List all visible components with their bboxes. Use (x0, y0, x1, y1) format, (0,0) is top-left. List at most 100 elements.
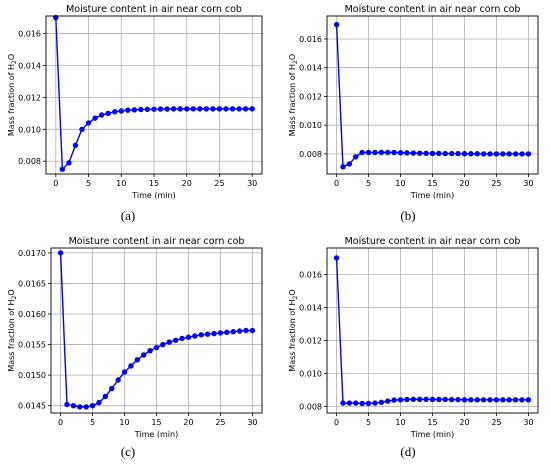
data-point (461, 151, 468, 157)
data-point (190, 106, 196, 112)
x-tick-label: 15 (427, 418, 437, 427)
data-point (423, 150, 429, 157)
y-axis-label-end: O (288, 289, 297, 295)
data-point (519, 397, 525, 403)
data-point (92, 115, 98, 121)
panel-caption: (a) (121, 208, 135, 223)
y-tick-label: 0.008 (18, 157, 41, 166)
y-axis-label-main: Mass fraction of H (288, 64, 297, 136)
data-point (151, 106, 157, 112)
y-tick-label: 0.0145 (18, 402, 46, 411)
panel-caption: (b) (400, 208, 415, 223)
data-point (164, 106, 170, 112)
x-tick-label: 0 (334, 179, 339, 188)
data-point (184, 106, 190, 112)
data-point (455, 150, 461, 157)
data-point (506, 151, 512, 157)
data-point (203, 106, 210, 112)
y-axis-label: Mass fraction of H2O (288, 289, 299, 371)
data-point (333, 255, 340, 261)
x-tick-label: 5 (366, 179, 371, 188)
data-point (436, 150, 442, 157)
data-point (468, 151, 474, 157)
data-point (249, 327, 256, 334)
y-axis-label-subscript: 2 (11, 295, 18, 299)
data-point (85, 120, 92, 126)
data-point (112, 109, 118, 115)
y-tick-label: 0.0170 (18, 249, 46, 258)
data-point (353, 400, 359, 406)
chart-title: Moisture content in air near corn cob (345, 236, 521, 247)
data-point (333, 21, 340, 28)
x-tick-label: 15 (427, 179, 437, 188)
data-point (197, 106, 203, 112)
y-tick-label: 0.012 (18, 93, 41, 102)
x-tick-label: 0 (334, 418, 339, 427)
y-tick-label: 0.010 (299, 369, 322, 378)
data-point (487, 151, 493, 157)
y-tick-label: 0.016 (299, 270, 322, 279)
x-tick-label: 5 (90, 418, 95, 427)
x-tick-label: 5 (86, 179, 91, 188)
y-axis-label-end: O (7, 289, 16, 295)
data-point (372, 149, 378, 156)
x-tick-label: 25 (491, 418, 501, 427)
y-axis-label-subscript: 2 (11, 60, 18, 64)
data-point (391, 149, 397, 156)
data-point (353, 154, 359, 160)
data-point (89, 402, 96, 409)
data-point (79, 126, 85, 133)
data-point (359, 400, 365, 407)
data-point (170, 106, 177, 112)
data-point (378, 149, 385, 156)
data-point (448, 396, 455, 403)
plot-frame (50, 247, 263, 414)
chart-panel-3: 0 5 10 15 20 25 30 0.0145 0.0150 0.0155 0.0160 0.01… (7, 236, 263, 459)
data-point (378, 399, 385, 405)
data-point (512, 397, 519, 403)
data-point (59, 166, 66, 172)
data-point (442, 150, 448, 157)
y-tick-label: 0.008 (299, 402, 322, 411)
data-point (210, 106, 216, 112)
data-point (70, 402, 77, 409)
data-point (72, 142, 79, 148)
data-point (397, 150, 404, 156)
panel-caption: (d) (400, 444, 415, 459)
x-tick-label: 10 (395, 179, 405, 188)
data-point (525, 151, 532, 157)
y-tick-label: 0.010 (18, 125, 41, 134)
data-point (243, 327, 249, 334)
data-point (480, 151, 487, 157)
chart-panel-2: 0 5 10 15 20 25 30 0.008 0.010 0.012 0.014 0.016 Moi… (288, 4, 539, 223)
y-axis-label-end: O (7, 54, 16, 60)
data-point (177, 106, 183, 112)
y-tick-label: 0.012 (299, 92, 322, 101)
x-axis-label: Time (min) (131, 191, 175, 200)
data-point (429, 396, 436, 403)
data-point (519, 151, 525, 157)
data-point (417, 150, 423, 156)
y-tick-label: 0.016 (18, 30, 41, 39)
x-axis-label: Time (min) (410, 191, 454, 200)
data-point (487, 397, 493, 403)
data-point (230, 329, 236, 335)
plot-frame (45, 15, 263, 175)
y-tick-label: 0.0150 (18, 371, 46, 380)
data-point (141, 352, 147, 358)
y-axis-label: Mass fraction of H2O (288, 54, 299, 136)
x-tick-label: 20 (459, 179, 469, 188)
data-point (448, 150, 455, 157)
data-point (525, 397, 532, 403)
chart-title: Moisture content in air near corn cob (66, 4, 242, 15)
data-point (118, 108, 124, 114)
data-point (185, 334, 192, 340)
data-point (224, 329, 230, 336)
y-axis-label-main: Mass fraction of H (7, 64, 16, 136)
data-point (121, 369, 128, 375)
data-point (216, 106, 223, 112)
data-point (249, 106, 255, 112)
data-point (404, 150, 410, 156)
x-tick-label: 20 (459, 418, 469, 427)
chart-panel-1: 0 5 10 15 20 25 30 0.008 0.010 0.012 0.014 0.016 Moi… (7, 4, 263, 223)
